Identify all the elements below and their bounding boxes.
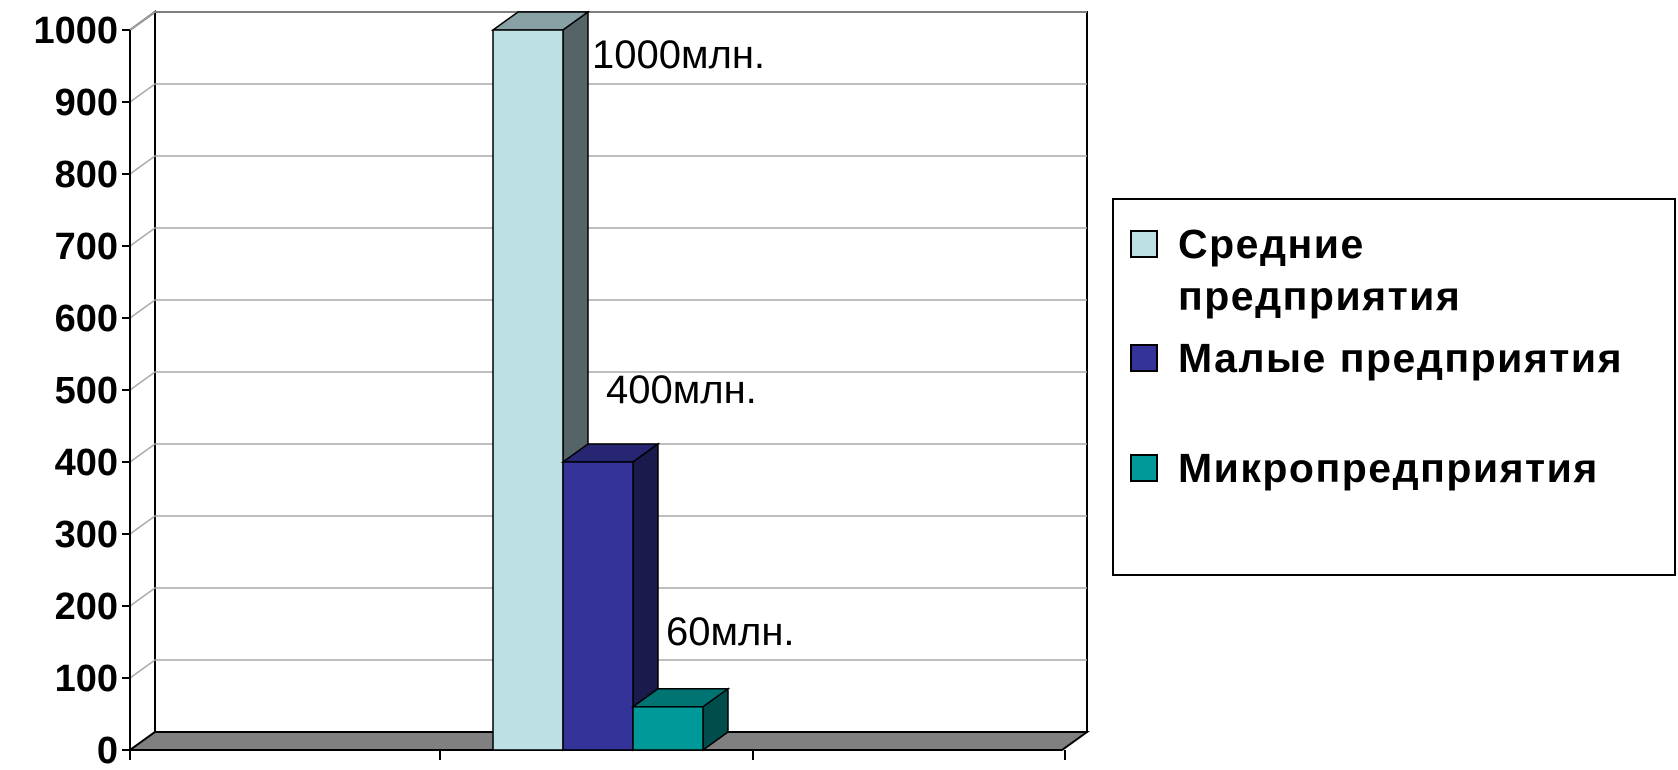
- legend: Средние предприятия Малые предприятия Ми…: [1112, 198, 1676, 576]
- legend-label-small: Малые предприятия: [1178, 335, 1623, 381]
- y-tick-label: 400: [55, 442, 118, 484]
- y-tick-label: 800: [55, 154, 118, 196]
- legend-swatch-medium: [1130, 230, 1158, 258]
- gridline: [129, 371, 1087, 391]
- bar-2: [632, 706, 704, 751]
- data-label-2: 60млн.: [666, 610, 795, 654]
- gridline: [129, 443, 1087, 463]
- bar-0: [492, 29, 564, 751]
- y-tick-label: 600: [55, 298, 118, 340]
- y-tick-label: 700: [55, 226, 118, 268]
- data-label-0: 1000млн.: [592, 33, 765, 77]
- y-tick-labels: 0 100 200 300 400 500 600 700 800 900 1000: [33, 10, 118, 770]
- data-label-1: 400млн.: [606, 368, 757, 412]
- y-tick-label: 200: [55, 586, 118, 628]
- gridline: [129, 299, 1087, 319]
- y-tick-label: 900: [55, 82, 118, 124]
- gridline: [129, 83, 1087, 103]
- y-tick-label: 500: [55, 370, 118, 412]
- bars: [490, 10, 731, 752]
- legend-swatch-small: [1130, 344, 1158, 372]
- gridline: [129, 227, 1087, 247]
- gridline: [129, 11, 1087, 31]
- bar-1: [562, 461, 634, 751]
- y-tick-label: 0: [97, 730, 118, 770]
- legend-label-micro: Микропредприятия: [1178, 445, 1599, 491]
- legend-label-medium-line1: Средние: [1178, 221, 1365, 267]
- data-labels: 1000млн. 400млн. 60млн.: [592, 33, 795, 654]
- gridline: [129, 155, 1087, 175]
- legend-item-micro: Микропредприятия: [1130, 442, 1599, 494]
- legend-swatch-micro: [1130, 454, 1158, 482]
- gridlines: [129, 11, 1087, 679]
- legend-item-small: Малые предприятия: [1130, 332, 1623, 384]
- gridline: [129, 515, 1087, 535]
- gridline: [129, 659, 1087, 679]
- y-tick-label: 1000: [33, 10, 118, 52]
- gridline: [129, 587, 1087, 607]
- y-tick-label: 100: [55, 658, 118, 700]
- y-tick-label: 300: [55, 514, 118, 556]
- legend-item-medium: Средние предприятия: [1130, 218, 1461, 322]
- legend-label-medium-line2: предприятия: [1178, 273, 1462, 319]
